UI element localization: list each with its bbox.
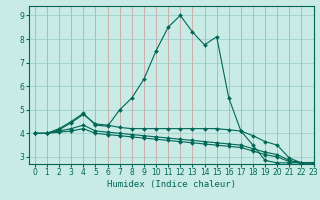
X-axis label: Humidex (Indice chaleur): Humidex (Indice chaleur) xyxy=(107,180,236,189)
